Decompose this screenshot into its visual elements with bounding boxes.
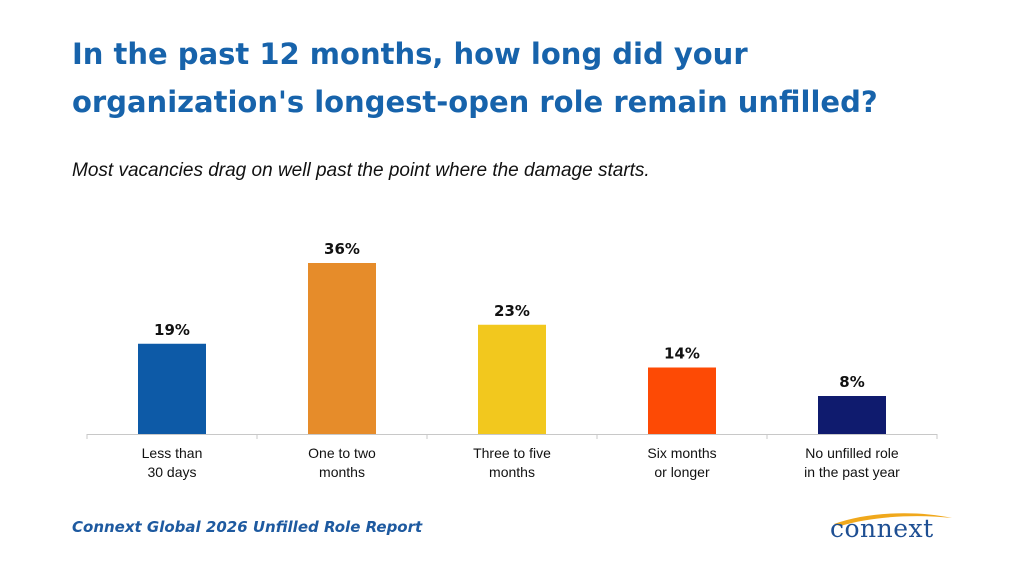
- x-tick-label: No unfilled role: [805, 445, 899, 461]
- chart-title: In the past 12 months, how long did your…: [72, 37, 878, 119]
- logo-swoosh-icon: [834, 513, 952, 526]
- x-tick-label: 30 days: [147, 464, 196, 480]
- chart-subtitle: Most vacancies drag on well past the poi…: [72, 160, 650, 181]
- x-tick-label: One to two: [308, 445, 376, 461]
- bar: [138, 343, 206, 434]
- data-label: 8%: [839, 373, 864, 391]
- bar: [308, 263, 376, 434]
- x-tick-label: Six months: [647, 445, 716, 461]
- bar-chart: 19% Less than 30 days 36% One to two months 23…: [86, 240, 938, 480]
- report-source: Connext Global 2026 Unfilled Role Report: [72, 518, 423, 536]
- data-label: 14%: [664, 345, 700, 363]
- x-tick-label: or longer: [654, 464, 710, 480]
- connext-logo: connext: [826, 508, 956, 548]
- data-label: 19%: [154, 321, 190, 339]
- bar: [648, 367, 716, 434]
- x-tick-label: Less than: [142, 445, 203, 461]
- x-tick-label: months: [319, 464, 365, 480]
- x-tick-label: Three to five: [473, 445, 551, 461]
- data-label: 36%: [324, 240, 360, 258]
- x-tick-label: months: [489, 464, 535, 480]
- logo-wordmark: connext: [830, 514, 934, 543]
- data-label: 23%: [494, 302, 530, 320]
- x-tick-label: in the past year: [804, 464, 900, 480]
- bar: [478, 324, 546, 434]
- bar: [818, 396, 886, 434]
